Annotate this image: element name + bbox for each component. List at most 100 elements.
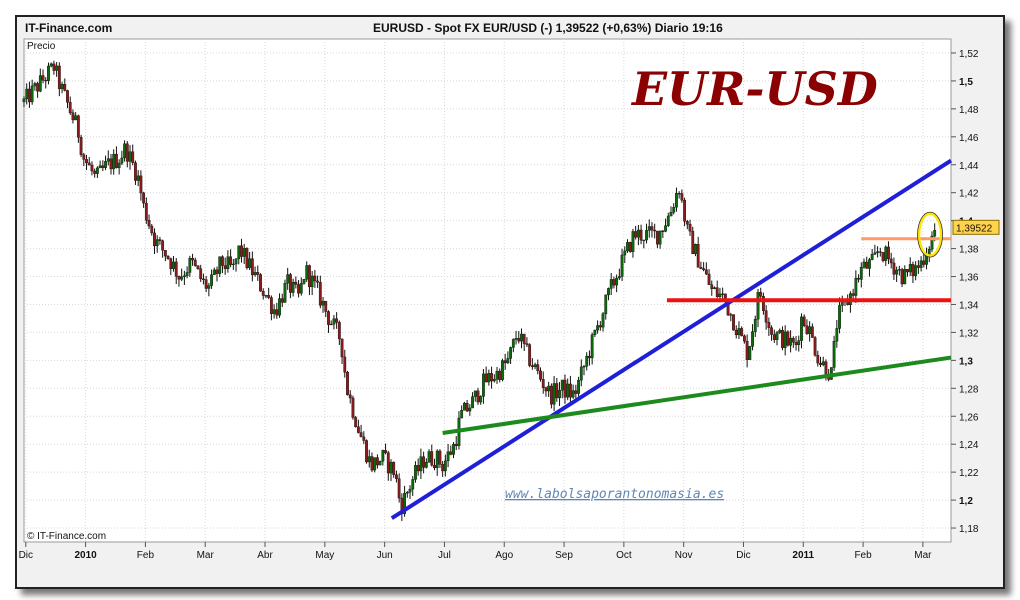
candle-body bbox=[248, 258, 252, 268]
candle-body bbox=[582, 366, 586, 368]
candle bbox=[677, 191, 681, 199]
candle bbox=[675, 187, 678, 212]
candle bbox=[639, 224, 643, 245]
candle-body bbox=[851, 293, 855, 296]
candle bbox=[734, 325, 738, 339]
candle bbox=[332, 315, 336, 330]
candle bbox=[250, 251, 254, 282]
candle bbox=[95, 166, 99, 178]
candle-body bbox=[193, 259, 197, 266]
candle bbox=[495, 366, 499, 384]
candle bbox=[226, 250, 230, 273]
candle bbox=[702, 262, 706, 272]
candle-body bbox=[626, 242, 629, 252]
candle bbox=[210, 269, 213, 289]
candle bbox=[666, 212, 670, 228]
candle-body bbox=[196, 265, 200, 269]
candle bbox=[269, 295, 273, 321]
candle-body bbox=[577, 379, 580, 394]
candle-body bbox=[204, 279, 208, 289]
candle-body bbox=[82, 154, 86, 160]
trendline-blue bbox=[390, 158, 953, 520]
candle-body bbox=[528, 344, 532, 366]
site-name[interactable]: IT-Finance.com bbox=[25, 21, 113, 35]
candle bbox=[577, 376, 580, 398]
candle bbox=[158, 236, 162, 245]
candle bbox=[696, 236, 700, 268]
candle-body bbox=[234, 258, 238, 265]
candle-body bbox=[33, 83, 37, 87]
candle-body bbox=[403, 492, 406, 514]
x-tick-label: Dic bbox=[736, 550, 750, 561]
candle bbox=[884, 245, 888, 266]
candle bbox=[286, 267, 290, 290]
candle-body bbox=[506, 358, 510, 364]
candle-body bbox=[838, 305, 841, 329]
candle-body bbox=[74, 115, 78, 121]
candle bbox=[57, 62, 61, 97]
candle-body bbox=[490, 373, 493, 382]
candle-body bbox=[517, 338, 521, 342]
candle-body bbox=[702, 268, 706, 271]
candle-body bbox=[503, 360, 507, 364]
candle-body bbox=[718, 293, 722, 297]
candle bbox=[373, 457, 377, 473]
candle bbox=[199, 264, 203, 282]
candle bbox=[770, 325, 773, 341]
candle-body bbox=[574, 390, 578, 394]
candle bbox=[446, 443, 450, 468]
candle bbox=[609, 272, 613, 295]
candle bbox=[745, 334, 749, 368]
candle bbox=[797, 335, 801, 352]
candle-body bbox=[767, 322, 771, 328]
last-price-box bbox=[952, 219, 1000, 235]
candle bbox=[601, 312, 605, 332]
candle-body bbox=[153, 232, 156, 247]
candle bbox=[680, 189, 684, 203]
last-price-label: 1,39522 bbox=[956, 223, 993, 234]
candle bbox=[832, 335, 836, 371]
candle-body bbox=[161, 240, 165, 251]
highlight-circle-outline bbox=[917, 211, 943, 258]
candle-body bbox=[55, 65, 59, 71]
watermark-url[interactable]: www.labolsaporantonomasia.es bbox=[505, 487, 724, 502]
candle bbox=[106, 150, 110, 166]
candle-body bbox=[256, 272, 260, 275]
candle bbox=[354, 415, 358, 428]
candle bbox=[221, 255, 224, 274]
candle-body bbox=[677, 193, 681, 195]
candle bbox=[585, 352, 589, 371]
candle bbox=[356, 419, 360, 434]
y-tick-label: 1,2 bbox=[959, 496, 973, 507]
candle-body bbox=[555, 383, 559, 399]
candle-body bbox=[158, 239, 162, 242]
candle-body bbox=[272, 309, 276, 314]
candle bbox=[528, 343, 532, 368]
candle bbox=[324, 300, 328, 318]
candle-body bbox=[903, 269, 907, 285]
candle-body bbox=[112, 153, 116, 170]
candle-body bbox=[634, 231, 638, 238]
candle bbox=[427, 449, 431, 463]
candle-body bbox=[207, 285, 211, 289]
candle bbox=[636, 225, 640, 246]
candle bbox=[838, 297, 841, 334]
candle-body bbox=[340, 338, 344, 358]
candle-body bbox=[286, 274, 290, 284]
candle-body bbox=[900, 269, 904, 285]
candle-body bbox=[163, 250, 167, 257]
candle-body bbox=[359, 432, 363, 438]
candle-body bbox=[876, 251, 880, 253]
candle bbox=[182, 270, 186, 285]
candle-body bbox=[115, 153, 118, 168]
candle-body bbox=[430, 451, 434, 466]
candle bbox=[316, 275, 319, 288]
candle bbox=[471, 392, 474, 409]
candle bbox=[188, 255, 192, 277]
y-tick-label: 1,3 bbox=[959, 356, 973, 367]
x-tick-label: Abr bbox=[257, 550, 273, 561]
candle bbox=[38, 68, 42, 93]
candle bbox=[473, 390, 477, 402]
candle-body bbox=[636, 229, 640, 238]
candle-body bbox=[283, 283, 287, 303]
